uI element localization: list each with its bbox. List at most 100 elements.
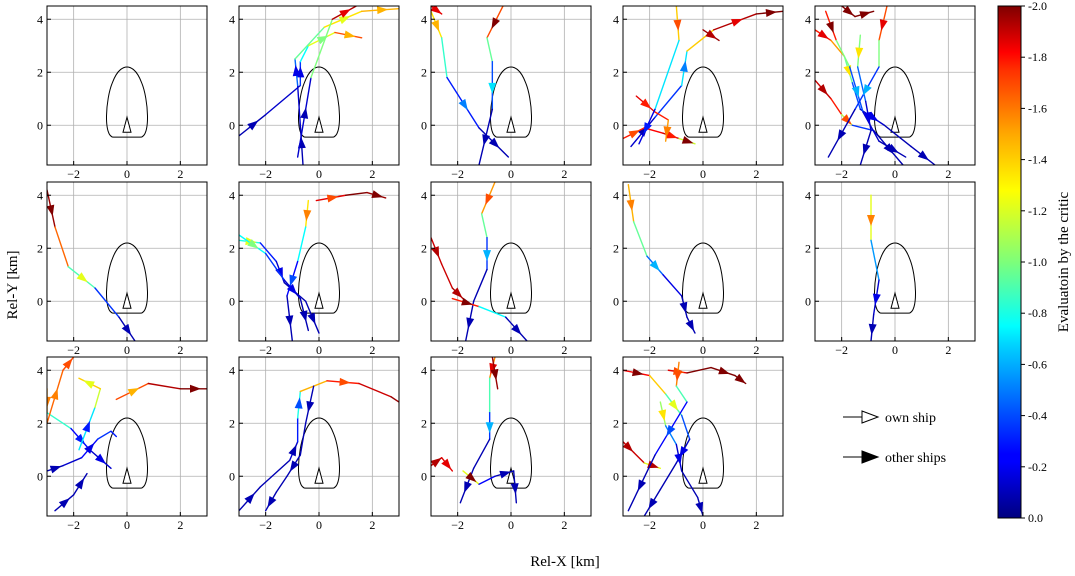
track-segment — [686, 366, 712, 374]
own-ship-marker — [698, 466, 708, 484]
x-tick-label: 0 — [508, 343, 514, 357]
subplot-11: −2 0 2 0 2 4 — [37, 356, 208, 532]
x-tick-label: 2 — [369, 518, 375, 532]
y-tick-label: 4 — [229, 12, 235, 26]
track-segment — [296, 226, 307, 263]
own-ship-marker — [122, 291, 132, 309]
other-ship-arrow — [288, 444, 297, 457]
other-ship-arrow — [431, 246, 440, 258]
x-tick-label: −2 — [67, 343, 80, 357]
track-segment — [390, 396, 399, 403]
other-ship-arrow — [637, 479, 647, 492]
other-ship-arrow — [466, 317, 475, 329]
other-ship-arrow — [817, 29, 829, 39]
y-tick-label: 2 — [805, 65, 811, 79]
y-tick-label: 4 — [613, 12, 619, 26]
other-ship-arrow — [58, 498, 70, 509]
other-ship-arrow — [855, 47, 864, 59]
y-tick-label: 0 — [613, 469, 619, 483]
x-tick-label: −2 — [67, 518, 80, 532]
track-segment — [654, 84, 683, 119]
track-segment — [680, 414, 691, 440]
other-ship-arrow — [267, 496, 277, 508]
y-tick-label: 2 — [613, 65, 619, 79]
other-ship-arrow — [465, 471, 477, 483]
y-tick-label: 2 — [613, 241, 619, 255]
other-ship-arrow — [289, 460, 300, 472]
other-ship-arrow — [765, 9, 777, 17]
x-tick-label: 2 — [945, 343, 951, 357]
track-segment — [275, 475, 288, 493]
other-ship-arrow — [95, 453, 106, 464]
track-segment — [654, 39, 680, 111]
other-ship-arrow — [84, 442, 95, 454]
other-ship-arrow — [879, 19, 888, 31]
track-group — [623, 361, 747, 516]
y-tick-label: 0 — [37, 294, 43, 308]
legend-other-ships-marker — [843, 450, 880, 464]
other-ship-arrow — [649, 260, 660, 271]
other-ship-arrow — [431, 6, 442, 14]
other-ship-arrow — [127, 387, 140, 397]
own-ship-marker — [890, 291, 900, 309]
y-tick-label: 2 — [37, 241, 43, 255]
subplot-14: −2 0 2 0 2 4 — [613, 356, 784, 532]
track-group — [623, 6, 783, 148]
track-group — [47, 357, 207, 512]
y-tick-label: 0 — [229, 469, 235, 483]
other-ship-arrow — [666, 424, 676, 437]
other-ship-arrow — [83, 380, 95, 389]
other-ship-arrow — [826, 21, 834, 33]
other-ship-arrow — [303, 209, 312, 222]
other-ship-arrow — [431, 457, 442, 468]
colorbar-gradient — [997, 5, 1022, 519]
track-segment — [344, 191, 368, 196]
colorbar-tick-label: -1.8 — [1028, 50, 1047, 64]
track-segment — [47, 411, 72, 430]
x-tick-label: 0 — [700, 518, 706, 532]
other-ship-arrow — [49, 465, 62, 474]
safety-zone — [106, 66, 148, 138]
y-tick-label: 0 — [805, 118, 811, 132]
track-segment — [675, 385, 688, 403]
track-group — [431, 6, 510, 165]
other-ship-arrow — [843, 64, 852, 77]
grid-lines — [47, 357, 207, 516]
grid-lines — [623, 182, 783, 341]
y-tick-label: 4 — [37, 12, 43, 26]
other-ship-arrow — [47, 396, 51, 408]
other-ship-arrow — [665, 130, 678, 139]
colorbar-tick-label: -1.4 — [1028, 153, 1047, 167]
subplot-13: −2 0 2 0 2 4 — [421, 356, 592, 532]
track-segment — [664, 425, 678, 446]
x-tick-label: 2 — [753, 518, 759, 532]
own-ship-marker — [506, 291, 516, 309]
safety-zone — [298, 242, 340, 314]
track-segment — [883, 124, 912, 148]
track-segment — [94, 388, 102, 409]
own-ship-marker — [698, 115, 708, 133]
y-tick-label: 0 — [421, 294, 427, 308]
x-tick-label: 2 — [177, 343, 183, 357]
other-ship-arrow — [247, 120, 259, 131]
x-tick-label: 2 — [369, 343, 375, 357]
other-ship-arrow — [862, 83, 872, 96]
subplot-9: −2 0 2 0 2 4 — [613, 181, 784, 357]
track-segment — [659, 462, 678, 491]
track-segment — [110, 430, 118, 438]
track-group — [431, 182, 528, 341]
other-ship-arrow — [917, 150, 929, 161]
track-segment — [662, 274, 683, 297]
other-ship-arrow — [674, 370, 683, 382]
y-tick-label: 2 — [229, 65, 235, 79]
track-group — [239, 190, 387, 341]
other-ship-arrow — [718, 366, 730, 375]
other-ship-arrow — [289, 274, 298, 287]
own-ship-marker — [122, 466, 132, 484]
other-ship-arrow — [488, 137, 500, 149]
other-ship-arrow — [837, 129, 847, 141]
other-ship-arrow — [316, 35, 329, 45]
other-ship-arrow — [464, 481, 472, 493]
y-tick-label: 4 — [613, 363, 619, 377]
